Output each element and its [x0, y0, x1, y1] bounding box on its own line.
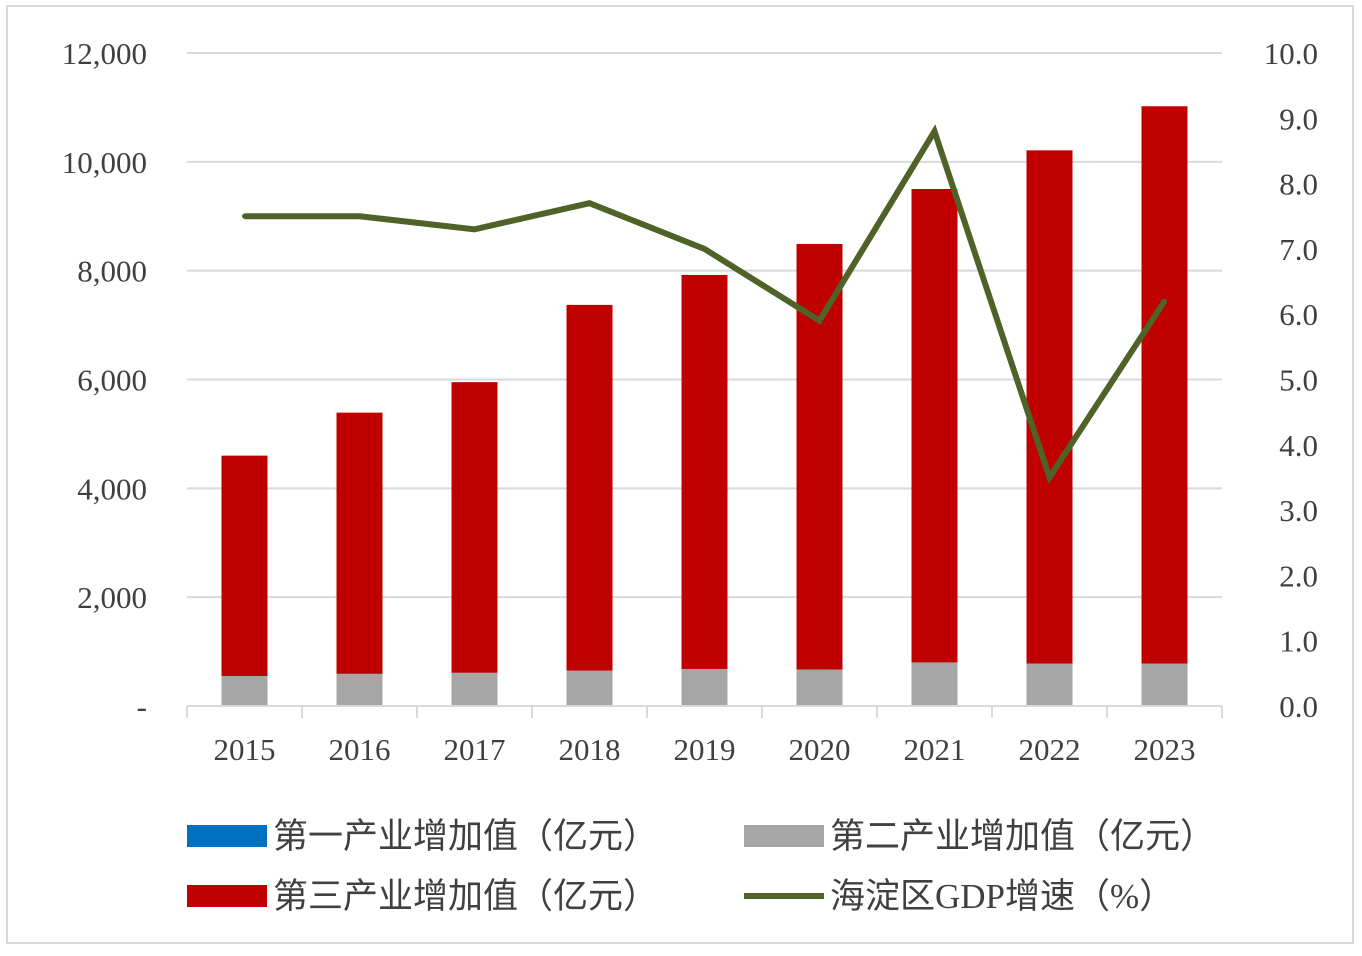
legend-swatch — [187, 885, 267, 907]
line-series — [242, 124, 1168, 485]
bar — [1141, 106, 1188, 664]
x-tick-label: 2018 — [559, 732, 621, 767]
right-tick-label: 7.0 — [1279, 232, 1318, 267]
legend-label: 第三产业增加值（亿元） — [273, 877, 658, 916]
legend-swatch — [187, 825, 267, 847]
right-tick-label: 2.0 — [1279, 558, 1318, 593]
legend-swatch — [744, 825, 824, 847]
bar — [451, 672, 498, 706]
x-tick-label: 2016 — [329, 732, 391, 767]
line-point — [817, 318, 822, 324]
bar — [451, 382, 498, 673]
left-tick-label: 10,000 — [62, 145, 147, 180]
line-point — [702, 246, 707, 252]
x-tick-label: 2021 — [904, 732, 966, 767]
line-point — [357, 213, 362, 219]
right-tick-label: 1.0 — [1279, 624, 1318, 659]
bar-series — [221, 106, 1188, 706]
line-point — [587, 200, 592, 206]
x-axis: 2015 2016 2017 2018 2019 2020 2021 2022 2023 — [186, 705, 1223, 767]
right-tick-label: 10.0 — [1264, 36, 1318, 71]
legend-label: 海淀区GDP增速（%） — [830, 877, 1174, 916]
x-tick-label: 2015 — [214, 732, 276, 767]
right-tick-label: 9.0 — [1279, 101, 1318, 136]
right-y-axis: 0.0 1.0 2.0 3.0 4.0 5.0 6.0 7.0 8.0 9.0 10.0 — [1264, 36, 1318, 724]
x-tick-label: 2020 — [789, 732, 851, 767]
x-tick-label: 2019 — [674, 732, 736, 767]
bar — [1026, 150, 1073, 664]
line-point — [1162, 298, 1167, 304]
right-tick-label: 6.0 — [1279, 297, 1318, 332]
right-tick-label: 3.0 — [1279, 493, 1318, 528]
bar — [221, 676, 268, 706]
bar — [796, 669, 843, 706]
bar — [336, 412, 383, 674]
bar — [566, 670, 613, 706]
bar — [221, 455, 268, 677]
bar — [1141, 663, 1188, 706]
right-tick-label: 4.0 — [1279, 428, 1318, 463]
line-point — [242, 213, 247, 219]
line-point — [472, 226, 477, 232]
bar — [681, 274, 728, 669]
left-tick-label: 2,000 — [77, 580, 147, 615]
left-tick-label: 6,000 — [77, 363, 147, 398]
right-tick-label: 0.0 — [1279, 689, 1318, 724]
bar — [911, 662, 958, 706]
right-tick-label: 5.0 — [1279, 363, 1318, 398]
x-tick-label: 2017 — [444, 732, 506, 767]
x-tick-label: 2022 — [1019, 732, 1081, 767]
bar — [911, 188, 958, 663]
line-point — [1047, 474, 1052, 480]
bar — [566, 304, 613, 671]
left-tick-label: 8,000 — [77, 254, 147, 289]
left-tick-label: 4,000 — [77, 471, 147, 506]
legend-label: 第二产业增加值（亿元） — [830, 817, 1215, 856]
legend: 第一产业增加值（亿元） 第二产业增加值（亿元） 第三产业增加值（亿元） 海淀区GDP增… — [187, 817, 1215, 916]
bar — [1026, 663, 1073, 706]
left-tick-label: 12,000 — [62, 36, 147, 71]
line-point — [932, 128, 937, 134]
bar — [336, 673, 383, 706]
left-y-axis: - 2,000 4,000 6,000 8,000 10,000 12,000 — [62, 36, 147, 724]
x-tick-label: 2023 — [1134, 732, 1196, 767]
bar — [681, 668, 728, 706]
bar — [796, 243, 843, 670]
left-tick-label: - — [137, 689, 147, 724]
legend-label: 第一产业增加值（亿元） — [273, 817, 658, 856]
right-tick-label: 8.0 — [1279, 167, 1318, 202]
